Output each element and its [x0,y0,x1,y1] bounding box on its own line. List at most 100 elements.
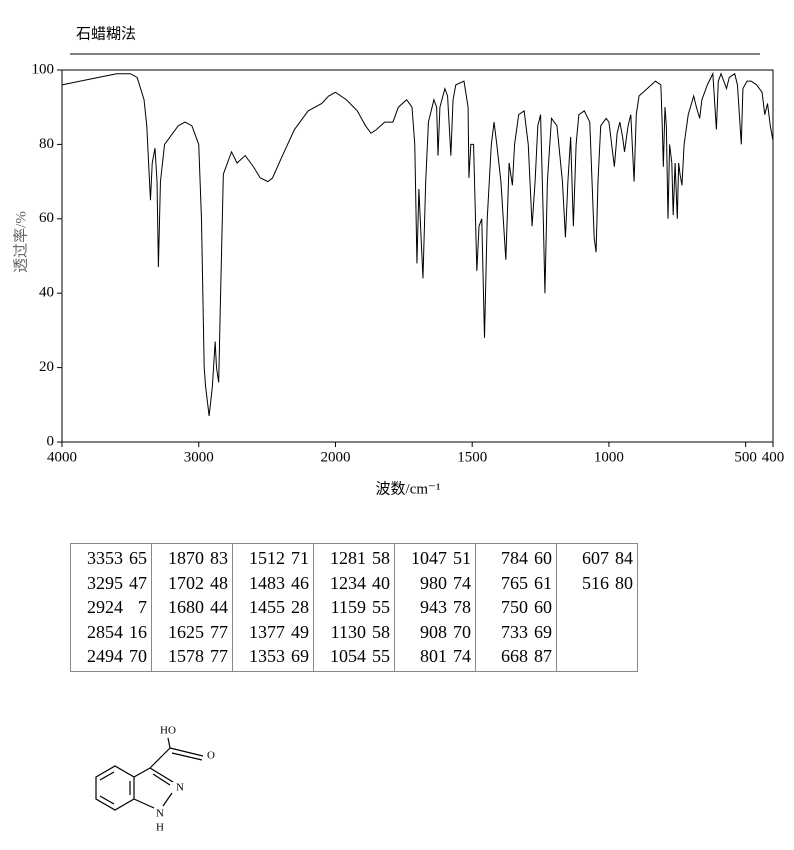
x-axis-label: 波数/cm⁻¹ [376,480,441,497]
peak-entry: 516 80 [561,571,633,596]
spectrum-line [61,71,774,417]
wavenumber: 2924 [87,597,123,617]
transmittance: 70 [453,621,471,642]
wavenumber: 1702 [168,572,204,593]
bond [167,737,171,749]
wavenumber: 908 [420,621,447,642]
bond [133,798,155,809]
bond [149,767,174,783]
double-bond [99,771,115,781]
wavenumber: 2854 [87,621,123,642]
wavenumber: 3353 [87,548,123,568]
peak-entry: 2494 70 [75,644,147,669]
transmittance: 77 [210,646,228,666]
y-tick-label: 0 [47,433,55,449]
wavenumber: 1159 [330,597,366,617]
transmittance: 49 [291,621,309,642]
transmittance: 77 [210,621,228,642]
wavenumber: 1512 [249,548,285,568]
peak-entry: 1353 69 [237,644,309,669]
transmittance: 61 [534,572,552,593]
peak-entry: 765 61 [480,571,552,596]
transmittance: 7 [138,597,147,617]
transmittance: 74 [453,572,471,593]
transmittance: 84 [615,548,633,568]
x-tick-label: 2000 [320,449,350,465]
table-cell: 1047 51 980 74 943 78 908 70 801 74 [394,543,476,672]
y-tick-label: 40 [39,285,54,301]
wavenumber: 980 [420,572,447,593]
transmittance: 69 [291,646,309,666]
double-bond [99,795,115,805]
wavenumber: 801 [420,646,447,666]
transmittance: 83 [210,548,228,568]
peak-entry: 1234 40 [318,571,390,596]
x-tick-label: 3000 [184,449,214,465]
atom-label: H [156,822,164,834]
wavenumber: 1455 [249,597,285,617]
peak-entry: 2924 7 [75,595,147,620]
peak-entry: 1054 55 [318,644,390,669]
double-bond [152,773,171,786]
structure [95,737,204,811]
transmittance: 70 [129,646,147,666]
peak-entry: 1455 28 [237,595,309,620]
transmittance: 60 [534,548,552,568]
peak-entry: 943 78 [399,595,471,620]
peak-entry: 801 74 [399,644,471,669]
wavenumber: 1353 [249,646,285,666]
transmittance: 44 [210,597,228,617]
wavenumber: 1870 [168,548,204,568]
transmittance: 60 [534,597,552,617]
transmittance: 46 [291,572,309,593]
transmittance: 69 [534,621,552,642]
wavenumber: 1483 [249,572,285,593]
x-tick-label: 400 [762,449,785,465]
transmittance: 48 [210,572,228,593]
wavenumber: 1234 [330,572,366,593]
atom-label: O [207,750,215,762]
peak-entry: 607 84 [561,546,633,571]
peak-entry: 750 60 [480,595,552,620]
peak-entry: 980 74 [399,571,471,596]
transmittance: 78 [453,597,471,617]
peak-entry: 1130 58 [318,620,390,645]
wavenumber: 1281 [330,548,366,568]
transmittance: 58 [372,621,390,642]
table-row: 3353 65 3295 47 2924 7 2854 16 2494 70 1870 83 1702 4… [70,543,638,672]
y-tick-label: 20 [39,359,54,375]
peak-entry: 784 60 [480,546,552,571]
bond [169,747,204,757]
transmittance: 47 [129,572,147,593]
peak-entry: 1870 83 [156,546,228,571]
wavenumber: 668 [501,646,528,666]
peak-entry: 2854 16 [75,620,147,645]
plot-frame [61,69,774,443]
peak-table: 3353 65 3295 47 2924 7 2854 16 2494 70 1870 83 1702 4… [70,543,638,672]
peak-entry: 1680 44 [156,595,228,620]
x-tick-label: 1500 [457,449,487,465]
x-tick-label: 1000 [594,449,624,465]
transmittance: 40 [372,572,390,593]
table-cell: 1512 71 1483 46 1455 28 1377 49 1353 69 [232,543,314,672]
transmittance: 51 [453,548,471,568]
x-tick-label: 4000 [47,449,77,465]
transmittance: 71 [291,548,309,568]
benzene-ring [95,765,135,811]
atom-label: N [176,782,184,794]
wavenumber: 784 [501,548,528,568]
table-cell: 1281 58 1234 40 1159 55 1130 58 1054 55 [313,543,395,672]
peak-entry: 1702 48 [156,571,228,596]
wavenumber: 1578 [168,646,204,666]
transmittance: 80 [615,572,633,593]
peak-entry: 733 69 [480,620,552,645]
table-cell: 1870 83 1702 48 1680 44 1625 77 1578 77 [151,543,233,672]
peak-entry: 1159 55 [318,595,390,620]
peak-entry: 1281 58 [318,546,390,571]
double-bond [171,752,203,761]
wavenumber: 516 [582,572,609,593]
wavenumber: 3295 [87,572,123,593]
transmittance: 74 [453,646,471,666]
y-tick-label: 80 [39,136,54,152]
